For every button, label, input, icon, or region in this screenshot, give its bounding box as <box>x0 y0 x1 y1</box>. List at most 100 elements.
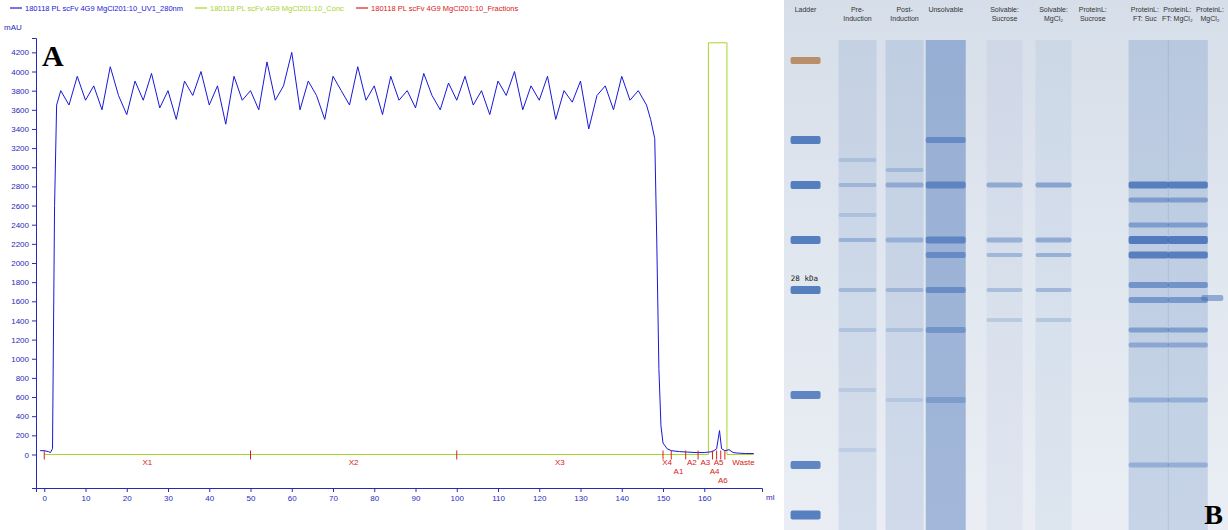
lane-label: ProteinL:MgCl₂ <box>1196 6 1224 23</box>
tick-mark <box>32 301 36 302</box>
fraction-label: X2 <box>349 458 359 467</box>
lane-label-line: Sucrose <box>1080 15 1106 22</box>
tick-label: 3600 <box>11 106 29 115</box>
tick-label: 0 <box>25 451 30 460</box>
fraction-label: A1 <box>674 467 684 476</box>
band <box>926 137 966 143</box>
band <box>886 398 924 402</box>
tick-label: 10 <box>82 494 91 503</box>
tick-mark <box>32 225 36 226</box>
y-axis: 0200400600800100012001400160018002000220… <box>11 39 36 489</box>
band <box>1036 253 1072 257</box>
tick-label: 50 <box>247 494 256 503</box>
lane-label-line: ProteinL: <box>1163 6 1191 13</box>
tick: 1400 <box>11 317 36 326</box>
tick-mark <box>374 488 375 492</box>
tick-mark <box>32 129 36 130</box>
tick-mark <box>127 488 128 492</box>
tick: 1600 <box>11 297 36 306</box>
tick-label: 4000 <box>11 68 29 77</box>
band <box>791 181 821 189</box>
tick-label: 600 <box>16 393 30 402</box>
band <box>839 183 877 187</box>
band <box>839 288 877 292</box>
tick-label: 2400 <box>11 221 29 230</box>
tick-label: 80 <box>370 494 379 503</box>
tick: 80 <box>370 488 379 503</box>
plot-area <box>40 43 754 460</box>
tick-label: 130 <box>574 494 588 503</box>
x-axis-title: ml <box>766 493 775 502</box>
legend-swatch <box>10 7 22 8</box>
tick: 600 <box>16 393 36 402</box>
band <box>1168 463 1208 468</box>
tick: 400 <box>16 412 36 421</box>
lane-label-line: Ladder <box>795 6 817 13</box>
tick: 800 <box>16 374 36 383</box>
fraction-label: A5 <box>714 458 724 467</box>
tick: 10 <box>82 488 91 503</box>
band <box>926 327 966 333</box>
tick-mark <box>32 320 36 321</box>
fraction-mark <box>456 450 457 459</box>
tick: 4000 <box>11 68 36 77</box>
band <box>1129 198 1169 203</box>
lane-label-line: MgCl₂ <box>1044 15 1063 23</box>
band <box>1129 182 1169 189</box>
fraction-mark <box>250 450 251 459</box>
tick-label: 30 <box>164 494 173 503</box>
tick-mark <box>292 488 293 492</box>
gel: LadderPre-InductionPost-InductionUnsolva… <box>784 0 1228 530</box>
fraction-label: A3 <box>700 458 710 467</box>
tick-label: 3400 <box>11 125 29 134</box>
panel-letter: A <box>42 39 64 72</box>
band <box>839 388 877 392</box>
tick-mark <box>498 488 499 492</box>
fraction-label: X3 <box>555 458 565 467</box>
tick-mark <box>209 488 210 492</box>
fraction-label: Waste <box>732 458 755 467</box>
band <box>987 288 1023 292</box>
band <box>886 288 924 292</box>
band <box>791 57 821 64</box>
tick: 1200 <box>11 336 36 345</box>
lane-label: ProteinL:Sucrose <box>1079 6 1107 22</box>
band <box>1168 328 1208 333</box>
tick: 4200 <box>11 48 36 57</box>
band <box>926 237 966 244</box>
tick-mark <box>32 206 36 207</box>
tick-mark <box>32 397 36 398</box>
tick: 30 <box>164 488 173 503</box>
tick-label: 800 <box>16 374 30 383</box>
lane-label-line: Solvable: <box>1039 6 1068 13</box>
lane-label: Solvable: MgCl₂ <box>1039 6 1068 23</box>
band <box>886 168 924 172</box>
tick-mark <box>416 488 417 492</box>
band <box>987 238 1023 243</box>
tick-label: 110 <box>492 494 505 503</box>
tick: 160 <box>698 488 712 503</box>
fraction-label: A2 <box>687 458 697 467</box>
tick: 140 <box>616 488 630 503</box>
lane-label: Solvable:Sucrose <box>990 6 1019 22</box>
tick-label: 70 <box>329 494 338 503</box>
lane-label: Unsolvable <box>928 6 963 13</box>
legend-swatch <box>356 7 368 8</box>
fraction-label: A4 <box>710 467 720 476</box>
tick: 70 <box>329 488 338 503</box>
tick: 3800 <box>11 87 36 96</box>
band <box>1036 183 1072 188</box>
panel-b: LadderPre-InductionPost-InductionUnsolva… <box>784 0 1228 530</box>
band <box>839 238 877 242</box>
lane-smear <box>987 40 1023 530</box>
tick-mark <box>32 378 36 379</box>
lane-label-line: Post- <box>896 6 913 13</box>
band <box>1129 297 1169 303</box>
band <box>1129 223 1169 228</box>
tick-mark <box>32 282 36 283</box>
fraction-label: A6 <box>718 476 728 485</box>
band <box>926 252 966 258</box>
panel-letter: B <box>1204 499 1223 530</box>
band <box>1168 236 1208 244</box>
lane-smear <box>1036 40 1072 530</box>
